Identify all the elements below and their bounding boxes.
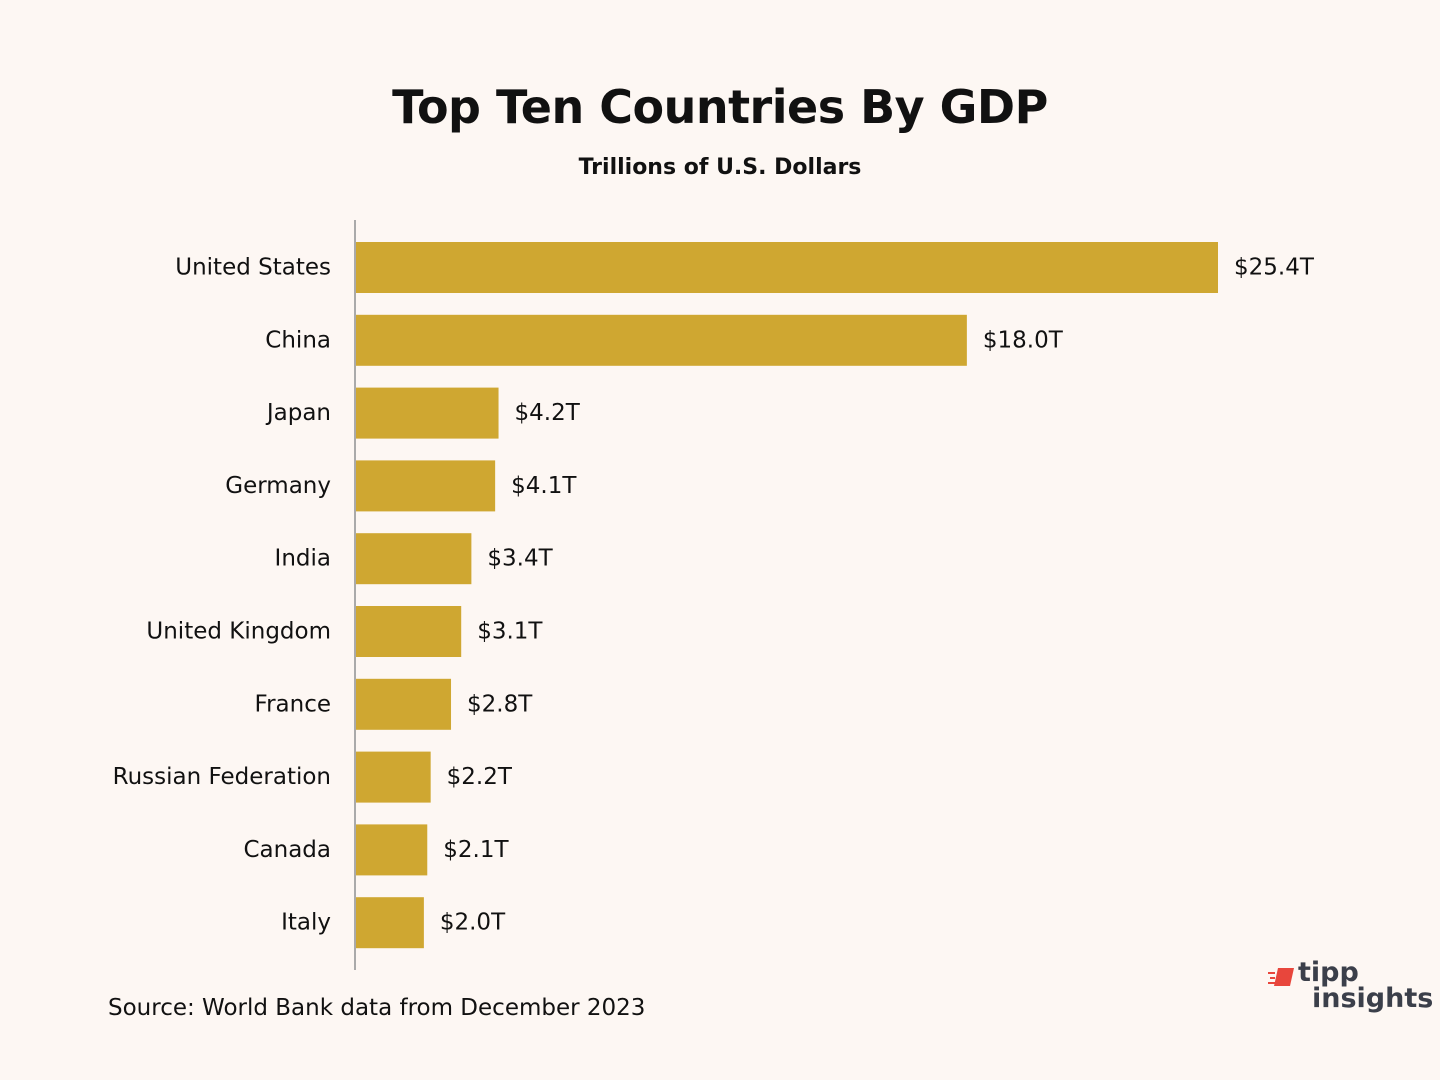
category-label: Germany bbox=[225, 473, 331, 499]
value-label: $2.2T bbox=[447, 764, 513, 790]
chart-title: Top Ten Countries By GDP bbox=[392, 80, 1048, 134]
value-label: $2.0T bbox=[440, 910, 506, 936]
tipp-insights-logo: tipp insights bbox=[1268, 958, 1433, 1018]
category-label: France bbox=[255, 691, 331, 717]
bar-italy bbox=[356, 897, 424, 949]
bar-france bbox=[356, 678, 452, 730]
value-label: $4.2T bbox=[515, 400, 581, 426]
category-label: China bbox=[265, 327, 331, 353]
logo-mark-icon bbox=[1268, 968, 1294, 986]
category-label: United Kingdom bbox=[146, 619, 331, 645]
category-label: India bbox=[275, 546, 331, 572]
bar-united-states bbox=[356, 242, 1218, 293]
bar-china bbox=[356, 314, 967, 366]
category-label: Italy bbox=[281, 910, 331, 936]
category-label: Canada bbox=[243, 837, 331, 863]
value-label: $3.1T bbox=[477, 619, 543, 645]
source-note: Source: World Bank data from December 20… bbox=[108, 995, 646, 1021]
bar-canada bbox=[356, 824, 428, 876]
category-label: United States bbox=[175, 255, 331, 281]
logo-text-insights: insights bbox=[1312, 983, 1434, 1014]
value-label: $2.8T bbox=[467, 691, 533, 717]
chart-subtitle: Trillions of U.S. Dollars bbox=[578, 155, 862, 180]
bar-germany bbox=[356, 460, 496, 512]
category-label: Japan bbox=[265, 400, 331, 426]
logo-text-tipp: tipp bbox=[1298, 957, 1359, 988]
category-label: Russian Federation bbox=[113, 764, 331, 790]
value-label: $18.0T bbox=[983, 327, 1064, 353]
value-label: $25.4T bbox=[1234, 255, 1315, 281]
value-label: $4.1T bbox=[511, 473, 577, 499]
bar-united-kingdom bbox=[356, 606, 462, 657]
bar-india bbox=[356, 533, 472, 585]
bar-russian-federation bbox=[356, 751, 431, 803]
bars-group: United States $25.4T China $18.0T Japan $4.2T… bbox=[113, 242, 1315, 949]
value-label: $3.4T bbox=[487, 546, 553, 572]
bar-japan bbox=[356, 387, 499, 439]
value-label: $2.1T bbox=[443, 837, 509, 863]
